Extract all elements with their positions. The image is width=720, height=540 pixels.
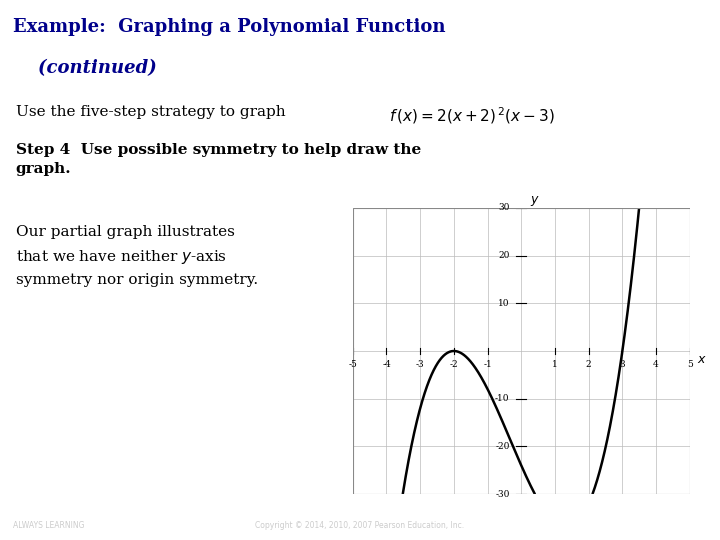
Text: 1: 1 (552, 360, 558, 369)
Text: -2: -2 (449, 360, 458, 369)
Text: Copyright © 2014, 2010, 2007 Pearson Education, Inc.: Copyright © 2014, 2010, 2007 Pearson Edu… (256, 522, 464, 530)
Text: Use the five-step strategy to graph: Use the five-step strategy to graph (16, 105, 285, 119)
Text: 10: 10 (498, 299, 510, 308)
Text: 4: 4 (653, 360, 659, 369)
Text: -1: -1 (483, 360, 492, 369)
Text: 20: 20 (498, 251, 510, 260)
Text: -3: -3 (416, 360, 425, 369)
Text: 5: 5 (687, 360, 693, 369)
Text: 26: 26 (683, 519, 698, 532)
Text: $f\,(x) = 2(x+2)^{\,2}(x-3)$: $f\,(x) = 2(x+2)^{\,2}(x-3)$ (389, 105, 554, 126)
Text: -10: -10 (495, 394, 510, 403)
Text: -4: -4 (382, 360, 391, 369)
Text: Step 4  Use possible symmetry to help draw the
graph.: Step 4 Use possible symmetry to help dra… (16, 143, 421, 177)
Text: -5: -5 (348, 360, 357, 369)
Text: $y$: $y$ (530, 194, 539, 208)
Text: -30: -30 (495, 490, 510, 498)
Text: ALWAYS LEARNING: ALWAYS LEARNING (13, 522, 84, 530)
Text: PEARSON: PEARSON (566, 519, 644, 533)
Text: Our partial graph illustrates
that we have neither $y$-axis
symmetry nor origin : Our partial graph illustrates that we ha… (16, 225, 258, 287)
Text: 30: 30 (498, 204, 510, 212)
Text: 2: 2 (586, 360, 592, 369)
Text: -20: -20 (495, 442, 510, 451)
Text: $x$: $x$ (697, 353, 706, 366)
Text: 3: 3 (619, 360, 625, 369)
Text: Example:  Graphing a Polynomial Function: Example: Graphing a Polynomial Function (13, 18, 446, 36)
Text: (continued): (continued) (13, 59, 157, 77)
